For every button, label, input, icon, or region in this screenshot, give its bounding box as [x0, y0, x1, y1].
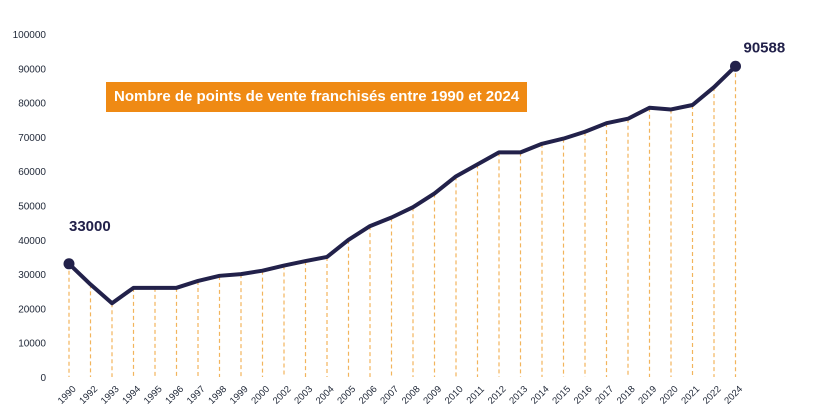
x-tick-label: 2017 [593, 384, 616, 407]
x-tick-label: 2009 [421, 384, 444, 407]
x-tick-label: 2000 [249, 384, 272, 407]
y-tick-label: 60000 [18, 167, 46, 178]
x-tick-label: 2016 [572, 384, 595, 407]
x-tick-label: 1992 [77, 384, 100, 407]
y-tick-label: 80000 [18, 99, 46, 110]
y-tick-label: 90000 [18, 64, 46, 75]
end-point-marker [63, 258, 75, 270]
point-label: 90588 [744, 39, 786, 56]
drop-lines [68, 66, 737, 377]
point-labels: 33000 90588 [69, 39, 785, 235]
y-tick-label: 70000 [18, 133, 46, 144]
x-tick-label: 2006 [357, 384, 380, 407]
x-tick-label: 2020 [658, 384, 681, 407]
y-tick-label: 40000 [18, 236, 46, 247]
x-tick-label: 2004 [314, 384, 337, 407]
y-tick-label: 50000 [18, 202, 46, 213]
x-tick-label: 2015 [550, 384, 573, 407]
y-tick-label: 100000 [13, 30, 47, 41]
x-tick-label: 1998 [206, 384, 229, 407]
x-tick-label: 2014 [529, 384, 552, 407]
y-axis-ticks: 0 10000 20000 30000 40000 50000 60000 70000 8000… [13, 30, 47, 384]
x-tick-label: 2012 [486, 384, 509, 407]
x-tick-label: 2018 [615, 384, 638, 407]
x-tick-label: 1996 [163, 384, 186, 407]
x-tick-label: 1994 [120, 384, 143, 407]
series-line [67, 64, 738, 306]
x-tick-label: 2011 [465, 384, 487, 406]
x-tick-label: 2024 [722, 384, 745, 407]
x-tick-label: 2007 [378, 384, 401, 407]
y-tick-label: 20000 [18, 304, 46, 315]
x-tick-label: 2013 [507, 384, 530, 407]
x-tick-label: 1999 [228, 384, 251, 407]
x-tick-label: 2019 [636, 384, 659, 407]
end-markers [63, 60, 741, 270]
x-tick-label: 1993 [99, 384, 122, 407]
y-tick-label: 30000 [18, 270, 46, 281]
x-tick-label: 2003 [292, 384, 315, 407]
x-tick-label: 1997 [185, 384, 208, 407]
x-tick-label: 2005 [335, 384, 358, 407]
x-tick-label: 2008 [400, 384, 423, 407]
y-tick-label: 10000 [18, 339, 46, 350]
x-tick-label: 1990 [56, 384, 79, 407]
x-tick-label: 2022 [701, 384, 724, 407]
chart-title: Nombre de points de vente franchisés ent… [106, 82, 528, 112]
x-tick-label: 2010 [443, 384, 466, 407]
x-axis-ticks: 1990199219931994199519961997199819992000… [56, 384, 745, 407]
point-label: 33000 [69, 218, 111, 235]
x-tick-label: 2002 [271, 384, 294, 407]
x-tick-label: 2021 [679, 384, 702, 407]
y-tick-label: 0 [40, 373, 46, 384]
x-tick-label: 1995 [142, 384, 165, 407]
end-point-marker [730, 60, 741, 72]
